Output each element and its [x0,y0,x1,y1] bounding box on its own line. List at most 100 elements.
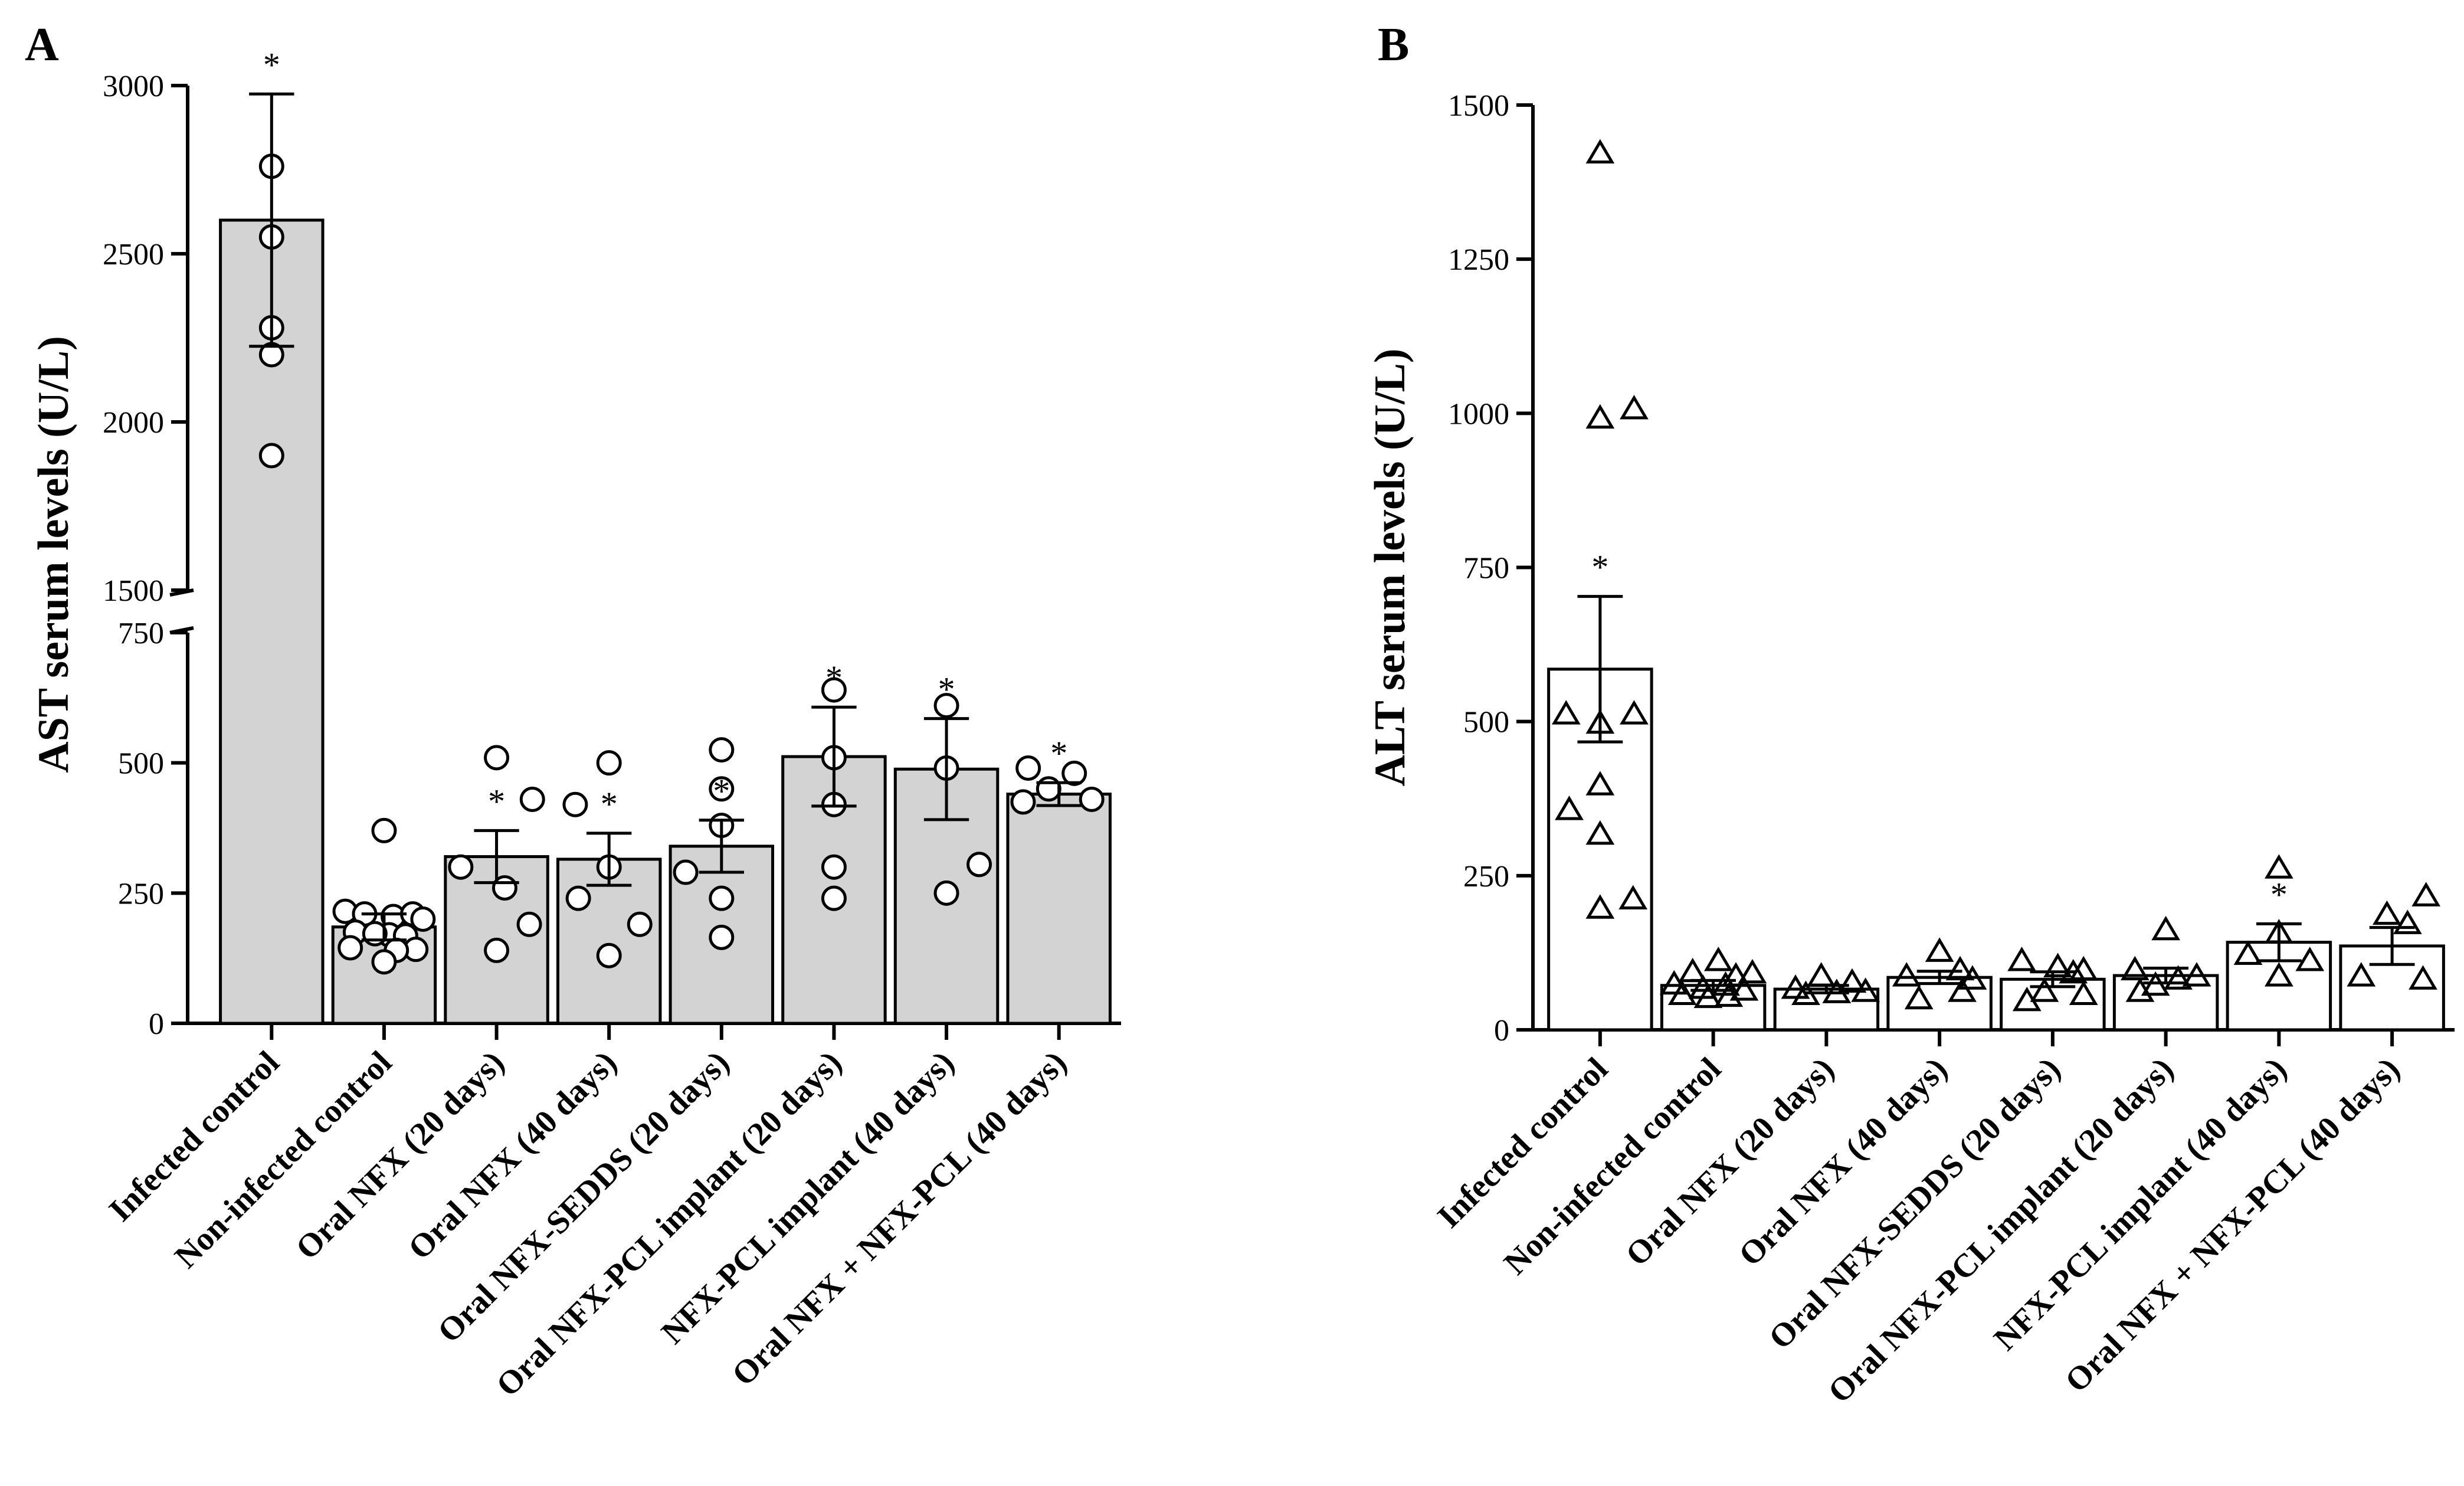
data-point-infected-control-4 [1551,700,1581,725]
data-point-oral-nfx-nfx-pcl-40-days-4 [1079,786,1105,812]
data-point-infected-control-3 [1585,404,1615,429]
y-axis-title: AST serum levels (U/L) [30,336,78,773]
data-point-oral-nfx-20-days-5 [516,911,542,937]
data-point-oral-nfx-sedds-20-days-6 [709,924,735,950]
significance-star-oral-nfx-nfx-pcl-40-days: * [1050,734,1067,773]
panel-b-chart: 0 250 500 750 1000 1250 1500 ALT serum levels (… [1366,89,2455,1410]
y-tick-label-1500: 1500 [1448,89,1509,123]
significance-star-infected-control: * [263,45,280,84]
data-point-oral-nfx-nfx-pcl-40-days-2 [2373,900,2401,925]
data-point-oral-nfx-20-days-3 [448,854,474,880]
significance-star-oral-nfx-pcl-implant-20-days: * [825,659,843,697]
data-point-oral-nfx-40-days-2 [1945,955,1975,981]
y-tick-label-1250: 1250 [1448,243,1509,277]
y-tick-label-0: 0 [149,1007,164,1041]
y-tick-label-3000: 3000 [103,70,164,103]
y-tick-label-2000: 2000 [103,406,164,440]
data-point-nfx-pcl-implant-40-days-4 [933,880,959,906]
panel-a-letter: A [25,19,59,71]
data-point-nfx-pcl-implant-40-days-4 [2295,947,2325,971]
significance-star-nfx-pcl-implant-40-days: * [938,670,955,709]
significance-star-oral-nfx-20-days: * [488,782,505,820]
significance-star-oral-nfx-sedds-20-days: * [713,772,730,810]
data-point-oral-nfx-20-days-1 [1807,962,1836,987]
y-tick-label-0: 0 [1494,1014,1509,1048]
data-point-infected-control-9 [1585,820,1615,845]
data-point-non-infected-control-4 [1721,962,1751,987]
data-point-oral-nfx-sedds-20-days-5 [2030,977,2059,1002]
bar-oral-nfx-20-days [1773,987,1880,1032]
data-point-oral-nfx-20-days-4 [1851,977,1880,1002]
data-point-non-infected-control-1 [371,817,397,843]
data-point-infected-control-1 [1585,139,1615,163]
y-tick-label-500: 500 [1463,706,1509,739]
y-tick-label-1000: 1000 [1448,397,1509,431]
x-tick-label-oral-nfx-40-days: Oral NFX (40 days) [401,1044,624,1266]
data-point-oral-nfx-nfx-pcl-40-days-4 [2347,962,2376,987]
y-tick-label-750: 750 [1463,552,1509,585]
y-tick-label-750: 750 [118,617,164,650]
y-tick-label-500: 500 [118,747,164,781]
data-point-oral-nfx-sedds-20-days-2 [709,776,735,802]
data-point-non-infected-control-3 [1738,958,1767,984]
y-tick-label-2500: 2500 [103,238,164,271]
data-point-nfx-pcl-implant-40-days-5 [2265,962,2293,987]
data-point-non-infected-control-11 [1693,983,1723,1009]
data-point-nfx-pcl-implant-40-days-1 [933,693,959,719]
data-point-nfx-pcl-implant-40-days-3 [2233,940,2263,965]
bar-oral-nfx-nfx-pcl-40-days [1006,793,1112,1025]
significance-star-nfx-pcl-implant-40-days: * [2270,875,2288,914]
data-point-oral-nfx-pcl-implant-20-days-6 [2125,977,2155,1002]
data-point-oral-nfx-pcl-implant-20-days-5 [821,885,847,911]
data-point-oral-nfx-40-days-6 [596,942,622,968]
data-point-oral-nfx-20-days-6 [484,937,510,963]
data-point-oral-nfx-40-days-4 [565,885,591,911]
data-point-infected-control-2 [1620,395,1649,420]
y-axis-title: ALT serum levels (U/L) [1366,348,1414,786]
data-point-oral-nfx-40-days-2 [562,791,588,817]
data-point-oral-nfx-nfx-pcl-40-days-3 [2393,909,2422,934]
data-point-non-infected-control-2 [1678,957,1708,983]
data-point-oral-nfx-pcl-implant-20-days-4 [2164,965,2193,990]
axis-break-mark-lower [169,626,194,634]
data-point-oral-nfx-20-days-2 [1837,968,1867,993]
data-point-oral-nfx-sedds-20-days-4 [673,859,699,885]
data-point-oral-nfx-nfx-pcl-40-days-5 [2409,965,2437,990]
data-point-oral-nfx-sedds-20-days-7 [2012,986,2042,1012]
y-tick-label-1500: 1500 [103,574,164,608]
data-point-oral-nfx-40-days-5 [1948,977,1977,1002]
data-point-oral-nfx-pcl-implant-20-days-1 [821,677,847,703]
panel-b-letter: B [1378,19,1409,71]
data-point-oral-nfx-sedds-20-days-2 [2043,953,2072,977]
y-tick-label-250: 250 [118,877,164,911]
data-point-oral-nfx-20-days-1 [484,745,510,771]
data-point-nfx-pcl-implant-40-days-1 [2265,854,2293,879]
data-point-infected-control-10 [1618,885,1648,910]
data-point-oral-nfx-nfx-pcl-40-days-1 [2411,882,2441,906]
data-point-non-infected-control-6 [410,906,436,932]
data-point-oral-nfx-sedds-20-days-6 [2069,980,2098,1005]
data-point-oral-nfx-20-days-2 [519,786,545,812]
significance-star-oral-nfx-40-days: * [601,785,618,823]
data-point-oral-nfx-nfx-pcl-40-days-2 [1061,760,1087,786]
data-point-non-infected-control-6 [1711,971,1740,996]
data-point-infected-control-11 [1585,894,1615,919]
data-point-oral-nfx-pcl-implant-20-days-4 [821,854,847,880]
x-tick-label-non-infected-control: Non-infected control [1497,1050,1728,1282]
data-point-non-infected-control-9 [1667,980,1697,1005]
data-point-infected-control-5 [1620,700,1649,725]
data-point-oral-nfx-40-days-1 [1925,937,1954,962]
data-point-oral-nfx-sedds-20-days-5 [709,885,735,911]
significance-star-infected-control: * [1591,548,1608,587]
data-point-infected-control-7 [1585,771,1615,796]
x-tick-label-oral-nfx-20-days: Oral NFX (20 days) [289,1044,512,1266]
data-point-oral-nfx-sedds-20-days-1 [2007,947,2036,971]
data-point-oral-nfx-sedds-20-days-3 [2069,955,2098,981]
data-point-oral-nfx-nfx-pcl-40-days-1 [1015,755,1041,781]
data-point-oral-nfx-sedds-20-days-1 [709,737,735,763]
data-point-non-infected-control-10 [1714,982,1744,1007]
data-point-oral-nfx-pcl-implant-20-days-3 [2182,962,2211,987]
data-point-non-infected-control-5 [1659,970,1689,995]
data-point-nfx-pcl-implant-40-days-3 [966,852,992,878]
